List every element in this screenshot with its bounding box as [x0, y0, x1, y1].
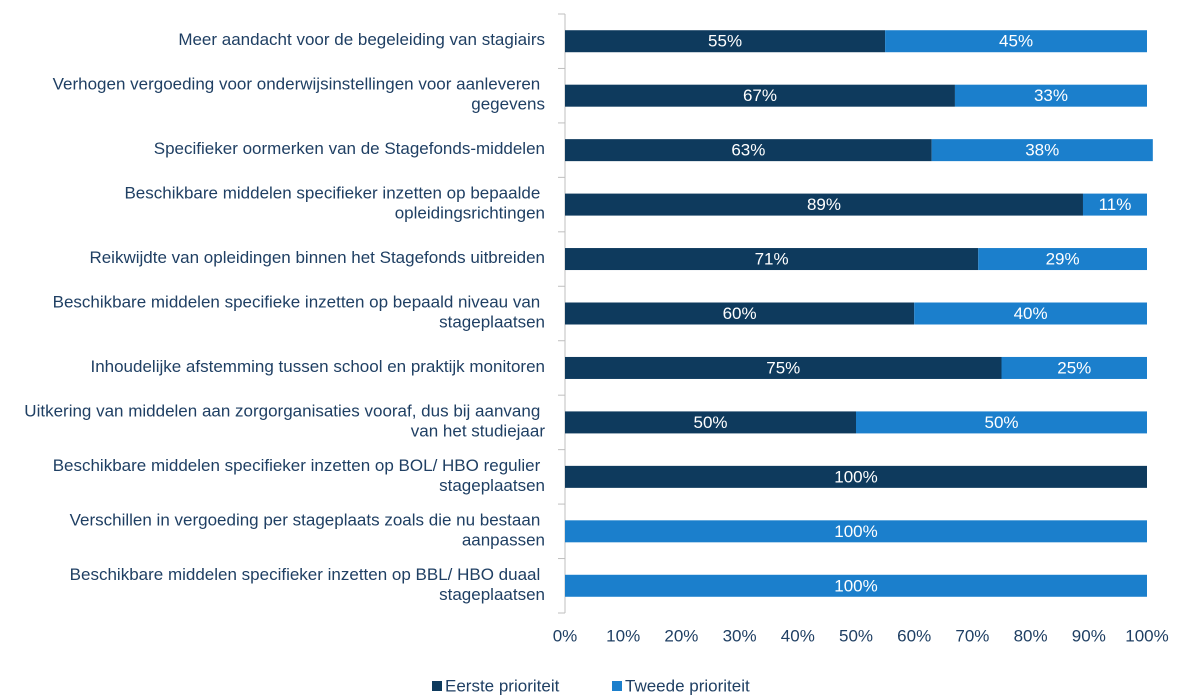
value-label: 63% — [731, 141, 765, 160]
category-label: Beschikbare middelen specifieker inzette… — [53, 456, 545, 495]
x-tick-label: 50% — [839, 626, 873, 645]
x-tick-label: 70% — [955, 626, 989, 645]
x-tick-label: 80% — [1014, 626, 1048, 645]
x-tick-label: 90% — [1072, 626, 1106, 645]
bar-segment — [565, 30, 886, 53]
bar-segment — [565, 356, 1002, 379]
value-label: 33% — [1034, 86, 1068, 105]
value-label: 40% — [1014, 304, 1048, 323]
bar-segment — [914, 302, 1147, 325]
category-label: Verschillen in vergoeding per stageplaat… — [70, 511, 545, 550]
value-label: 50% — [693, 413, 727, 432]
value-label: 55% — [708, 32, 742, 51]
legend-swatch — [432, 681, 442, 691]
bar-segment — [565, 302, 915, 325]
value-label: 100% — [834, 576, 877, 595]
legend-label: Eerste prioriteit — [445, 676, 560, 695]
x-tick-label: 40% — [781, 626, 815, 645]
value-label: 50% — [984, 413, 1018, 432]
x-tick-label: 0% — [553, 626, 578, 645]
bar-segment — [565, 520, 1147, 543]
category-label: Reikwijdte van opleidingen binnen het St… — [89, 249, 545, 268]
value-label: 38% — [1025, 141, 1059, 160]
bar-segment — [565, 411, 856, 434]
bar-segment — [1001, 356, 1147, 379]
bar-segment — [856, 411, 1147, 434]
value-label: 75% — [766, 358, 800, 377]
bar-segment — [954, 84, 1147, 107]
value-label: 45% — [999, 32, 1033, 51]
category-label: Uitkering van middelen aan zorgorganisat… — [24, 402, 545, 441]
x-tick-label: 10% — [606, 626, 640, 645]
bar-segment — [978, 248, 1147, 271]
category-label: Specifieker oormerken van de Stagefonds-… — [154, 140, 545, 159]
x-tick-label: 60% — [897, 626, 931, 645]
bar-segment — [931, 139, 1153, 162]
category-label: Beschikbare middelen specifieker inzette… — [124, 184, 545, 223]
bar-segment — [565, 465, 1147, 488]
category-label: Beschikbare middelen specifieker inzette… — [70, 565, 545, 604]
value-label: 67% — [743, 86, 777, 105]
x-tick-label: 20% — [664, 626, 698, 645]
x-tick-label: 100% — [1125, 626, 1168, 645]
legend-swatch — [612, 681, 622, 691]
value-label: 100% — [834, 522, 877, 541]
value-label: 11% — [1099, 195, 1132, 214]
value-label: 89% — [807, 195, 841, 214]
bar-segment — [565, 139, 932, 162]
bar-segment — [565, 574, 1147, 597]
bar-segment — [1082, 193, 1147, 216]
category-label: Beschikbare middelen specifieke inzetten… — [53, 293, 545, 332]
category-label: Inhoudelijke afstemming tussen school en… — [90, 357, 545, 376]
x-tick-label: 30% — [723, 626, 757, 645]
value-label: 71% — [755, 250, 789, 269]
value-label: 60% — [723, 304, 757, 323]
bar-segment — [565, 193, 1083, 216]
value-label: 25% — [1057, 358, 1091, 377]
category-label: Meer aandacht voor de begeleiding van st… — [178, 31, 545, 50]
legend-label: Tweede prioriteit — [625, 676, 750, 695]
bar-segment — [565, 84, 955, 107]
bar-segment — [565, 248, 979, 271]
category-label: Verhogen vergoeding voor onderwijsinstel… — [53, 75, 545, 114]
value-label: 100% — [834, 467, 877, 486]
bar-segment — [885, 30, 1147, 53]
value-label: 29% — [1046, 250, 1080, 269]
